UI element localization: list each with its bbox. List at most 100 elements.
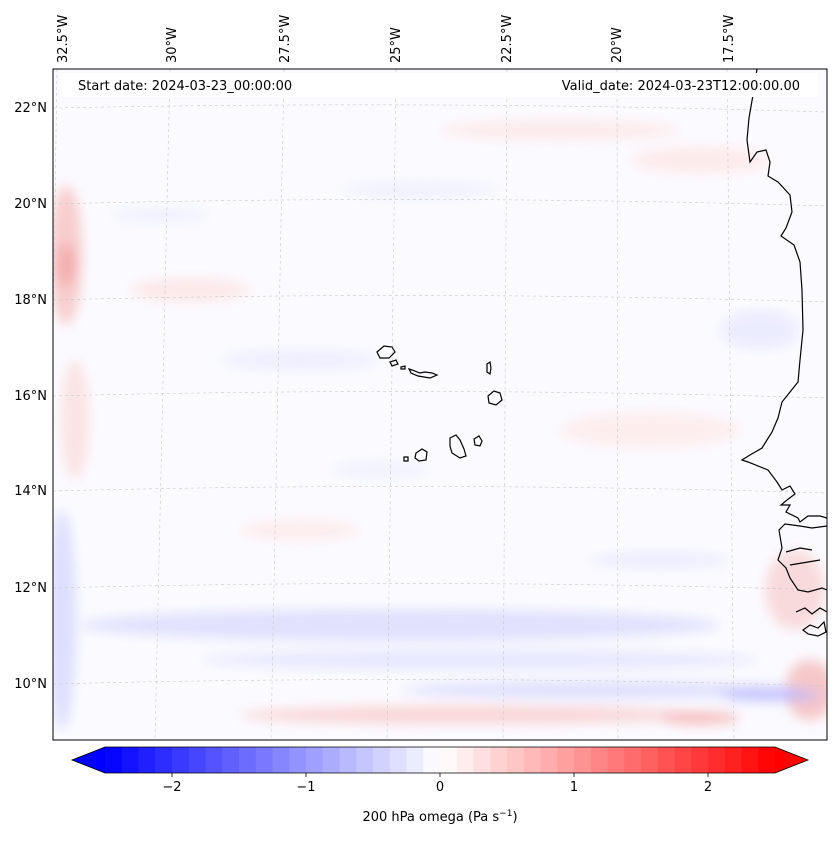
colorbar-cell <box>440 747 458 773</box>
colorbar-cell <box>641 747 659 773</box>
lat-label-12n: 12°N <box>14 581 47 596</box>
colorbar-cell <box>138 747 156 773</box>
colorbar-cell <box>255 747 273 773</box>
valid-date-label: Valid_date: 2024-03-23T12:00:00.00 <box>562 79 800 94</box>
island-sao-nicolau <box>407 367 439 379</box>
colorbar-cell <box>423 747 441 773</box>
island-santiago <box>449 434 467 459</box>
africa-coastline <box>740 69 827 523</box>
colorbar-extend-min <box>72 747 105 773</box>
west-african-river-inlets <box>785 547 821 566</box>
colorbar-cell <box>540 747 558 773</box>
meridian-25w <box>386 69 397 740</box>
colorbar-cells <box>105 747 776 773</box>
colorbar-cell <box>222 747 240 773</box>
island-santa-luzia <box>400 365 406 370</box>
island-sal <box>486 360 492 376</box>
colorbar-cell <box>121 747 139 773</box>
lon-label-22-5w: 22.5°W <box>500 15 515 63</box>
colorbar-cell <box>758 747 776 773</box>
colorbar-cell <box>389 747 407 773</box>
header-strip <box>62 73 818 97</box>
colorbar-cell <box>657 747 675 773</box>
colorbar-tick-label: −1 <box>296 780 315 795</box>
colorbar-cell <box>456 747 474 773</box>
meridian-17-5w <box>726 69 735 740</box>
meridian-20w <box>616 69 619 740</box>
colorbar-cell <box>373 747 391 773</box>
colorbar-cell <box>557 747 575 773</box>
meridian-22-5w <box>502 69 508 740</box>
lat-label-10n: 10°N <box>14 677 47 692</box>
colorbar-cell <box>507 747 525 773</box>
colorbar-cell <box>172 747 190 773</box>
parallel-14n <box>53 486 827 494</box>
colorbar-cell <box>406 747 424 773</box>
island-santo-antao <box>376 345 396 359</box>
colorbar-cell <box>205 747 223 773</box>
colorbar-cell <box>473 747 491 773</box>
colorbar-label: 200 hPa omega (Pa s−1) <box>362 809 517 825</box>
colorbar-ticks: −2 −1 0 1 2 <box>162 773 712 795</box>
island-sao-vicente <box>389 359 399 367</box>
colorbar-cell <box>105 747 123 773</box>
lat-label-20n: 20°N <box>14 197 47 212</box>
parallel-12n <box>53 583 827 591</box>
lat-label-18n: 18°N <box>14 293 47 308</box>
colorbar-outline <box>70 746 810 774</box>
island-brava <box>403 456 409 462</box>
colorbar-cell <box>708 747 726 773</box>
lon-label-27-5w: 27.5°W <box>278 15 293 63</box>
start-date-label: Start date: 2024-03-23_00:00:00 <box>78 79 292 94</box>
colorbar-cell <box>624 747 642 773</box>
colorbar-cell <box>691 747 709 773</box>
lat-label-16n: 16°N <box>14 389 47 404</box>
colorbar-cell <box>724 747 742 773</box>
map-frame <box>52 68 828 741</box>
latitude-labels: 22°N 20°N 18°N 16°N 14°N 12°N 10°N <box>14 101 47 692</box>
meridian-27-5w <box>270 69 285 740</box>
meridian-30w <box>154 69 171 740</box>
colorbar-cell <box>674 747 692 773</box>
parallel-22n <box>53 104 827 113</box>
lon-label-20w: 20°W <box>610 27 625 63</box>
parallel-18n <box>53 295 827 303</box>
lat-label-22n: 22°N <box>14 101 47 116</box>
colorbar-cell <box>322 747 340 773</box>
colorbar-tick-label: 0 <box>436 780 444 795</box>
colorbar-cell <box>523 747 541 773</box>
colorbar-cell <box>306 747 324 773</box>
colorbar-tick-label: 1 <box>570 780 578 795</box>
colorbar-cell <box>356 747 374 773</box>
colorbar-cell <box>188 747 206 773</box>
colorbar-cell <box>272 747 290 773</box>
island-fogo <box>414 448 428 462</box>
longitude-labels: 32.5°W 30°W 27.5°W 25°W 22.5°W 20°W 17.5… <box>56 15 737 63</box>
colorbar-cell <box>239 747 257 773</box>
lon-label-17-5w: 17.5°W <box>722 15 737 63</box>
lon-label-32-5w: 32.5°W <box>56 15 71 63</box>
colorbar-cell <box>289 747 307 773</box>
colorbar-cell <box>155 747 173 773</box>
colorbar-extend-max <box>775 747 808 773</box>
colorbar-cell <box>339 747 357 773</box>
parallel-10n <box>53 679 827 687</box>
lat-label-14n: 14°N <box>14 484 47 499</box>
colorbar-tick-label: 2 <box>704 780 712 795</box>
parallel-16n <box>53 391 827 399</box>
colorbar-cell <box>607 747 625 773</box>
lon-label-30w: 30°W <box>165 27 180 63</box>
colorbar-cell <box>574 747 592 773</box>
colorbar-cell <box>741 747 759 773</box>
colorbar-tick-label: −2 <box>162 780 181 795</box>
colorbar: −2 −1 0 1 2 200 hPa omega (Pa s−1) <box>70 746 810 825</box>
colorbar-cell <box>490 747 508 773</box>
island-boa-vista <box>487 390 503 406</box>
coastlines <box>376 69 827 637</box>
graticule <box>53 69 827 740</box>
parallel-20n <box>53 199 827 207</box>
senegal-gambia-coast <box>777 523 827 593</box>
lon-label-25w: 25°W <box>389 27 404 63</box>
